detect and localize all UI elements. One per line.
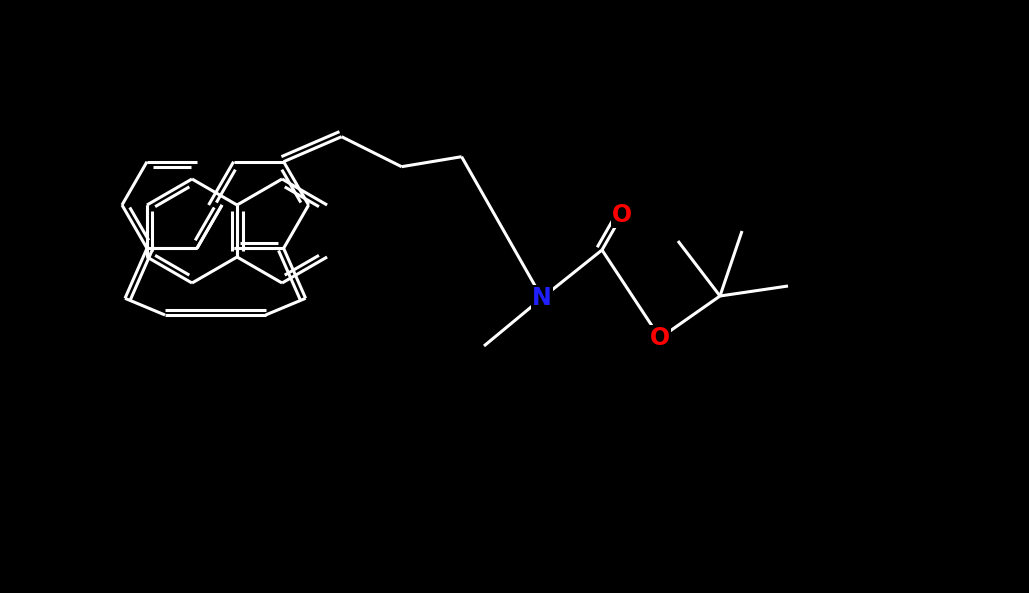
Text: O: O	[650, 326, 670, 350]
Text: N: N	[532, 286, 552, 310]
Text: O: O	[612, 203, 632, 227]
